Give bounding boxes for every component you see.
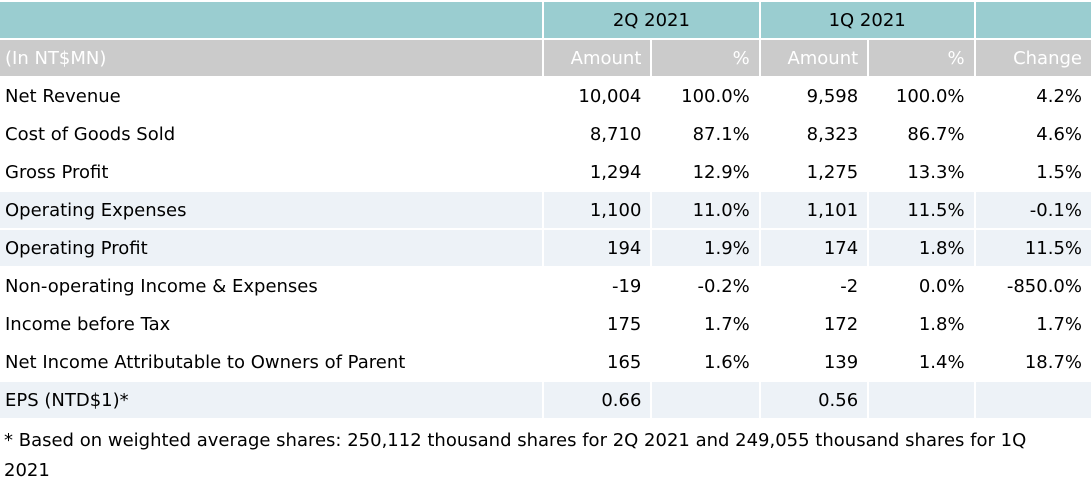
value-cell bbox=[869, 382, 974, 418]
value-cell: 1.4% bbox=[869, 344, 974, 380]
value-cell: 175 bbox=[544, 306, 651, 342]
table-row-gross-profit: Gross Profit 1,294 12.9% 1,275 13.3% 1.5… bbox=[0, 154, 1091, 190]
unit-label: (In NT$MN) bbox=[0, 40, 542, 76]
value-cell: 1.6% bbox=[652, 344, 759, 380]
row-label: Gross Profit bbox=[0, 154, 542, 190]
row-label: Income before Tax bbox=[0, 306, 542, 342]
value-cell: 1.7% bbox=[975, 306, 1091, 342]
value-cell: 11.5% bbox=[869, 192, 974, 228]
value-cell: 1.9% bbox=[652, 230, 759, 266]
weighted-average-shares-footnote: * Based on weighted average shares: 250,… bbox=[4, 430, 1027, 481]
value-cell: 8,710 bbox=[544, 116, 651, 152]
value-cell: 0.0% bbox=[869, 268, 974, 304]
value-cell: 1,101 bbox=[760, 192, 868, 228]
value-cell: 13.3% bbox=[869, 154, 974, 190]
header-spacer-right bbox=[975, 2, 1091, 38]
header-1q-amount: Amount bbox=[760, 40, 868, 76]
table-row-operating-expenses: Operating Expenses 1,100 11.0% 1,101 11.… bbox=[0, 192, 1091, 228]
value-cell: 1.7% bbox=[652, 306, 759, 342]
value-cell: 8,323 bbox=[760, 116, 868, 152]
column-group-1q-2021: 1Q 2021 bbox=[760, 2, 974, 38]
value-cell: 86.7% bbox=[869, 116, 974, 152]
value-cell: 4.6% bbox=[975, 116, 1091, 152]
header-1q-percent: % bbox=[869, 40, 974, 76]
value-cell: -2 bbox=[760, 268, 868, 304]
period-header-row: 2Q 2021 1Q 2021 bbox=[0, 2, 1091, 38]
quarterly-financial-results-table: 2Q 2021 1Q 2021 (In NT$MN) Amount % Amou… bbox=[0, 2, 1091, 418]
value-cell: 1.8% bbox=[869, 306, 974, 342]
table-row-non-operating-income-expenses: Non-operating Income & Expenses -19 -0.2… bbox=[0, 268, 1091, 304]
value-cell bbox=[975, 382, 1091, 418]
value-cell: -0.1% bbox=[975, 192, 1091, 228]
value-cell bbox=[652, 382, 759, 418]
value-cell: 0.66 bbox=[544, 382, 651, 418]
table-row-operating-profit: Operating Profit 194 1.9% 174 1.8% 11.5% bbox=[0, 230, 1091, 266]
value-cell: 194 bbox=[544, 230, 651, 266]
value-cell: -0.2% bbox=[652, 268, 759, 304]
value-cell: 165 bbox=[544, 344, 651, 380]
value-cell: 100.0% bbox=[869, 78, 974, 114]
sub-header-row: (In NT$MN) Amount % Amount % Change bbox=[0, 40, 1091, 76]
table-row-cost-of-goods-sold: Cost of Goods Sold 8,710 87.1% 8,323 86.… bbox=[0, 116, 1091, 152]
value-cell: 11.5% bbox=[975, 230, 1091, 266]
table-row-income-before-tax: Income before Tax 175 1.7% 172 1.8% 1.7% bbox=[0, 306, 1091, 342]
value-cell: 1,294 bbox=[544, 154, 651, 190]
value-cell: 1,100 bbox=[544, 192, 651, 228]
value-cell: 1,275 bbox=[760, 154, 868, 190]
column-group-2q-2021: 2Q 2021 bbox=[544, 2, 759, 38]
value-cell: 100.0% bbox=[652, 78, 759, 114]
row-label: Net Revenue bbox=[0, 78, 542, 114]
header-2q-amount: Amount bbox=[544, 40, 651, 76]
value-cell: 172 bbox=[760, 306, 868, 342]
value-cell: 18.7% bbox=[975, 344, 1091, 380]
table-row-eps: EPS (NTD$1)* 0.66 0.56 bbox=[0, 382, 1091, 418]
value-cell: 4.2% bbox=[975, 78, 1091, 114]
value-cell: 139 bbox=[760, 344, 868, 380]
row-label: Operating Expenses bbox=[0, 192, 542, 228]
table-row-net-revenue: Net Revenue 10,004 100.0% 9,598 100.0% 4… bbox=[0, 78, 1091, 114]
row-label: Operating Profit bbox=[0, 230, 542, 266]
value-cell: 0.56 bbox=[760, 382, 868, 418]
value-cell: 11.0% bbox=[652, 192, 759, 228]
row-label: EPS (NTD$1)* bbox=[0, 382, 542, 418]
table-row-net-income-owners-of-parent: Net Income Attributable to Owners of Par… bbox=[0, 344, 1091, 380]
row-label: Net Income Attributable to Owners of Par… bbox=[0, 344, 542, 380]
value-cell: 10,004 bbox=[544, 78, 651, 114]
value-cell: 174 bbox=[760, 230, 868, 266]
value-cell: 1.8% bbox=[869, 230, 974, 266]
header-change: Change bbox=[975, 40, 1091, 76]
value-cell: 12.9% bbox=[652, 154, 759, 190]
header-2q-percent: % bbox=[652, 40, 759, 76]
value-cell: 9,598 bbox=[760, 78, 868, 114]
row-label: Cost of Goods Sold bbox=[0, 116, 542, 152]
value-cell: -19 bbox=[544, 268, 651, 304]
value-cell: -850.0% bbox=[975, 268, 1091, 304]
header-spacer-left bbox=[0, 2, 542, 38]
value-cell: 1.5% bbox=[975, 154, 1091, 190]
value-cell: 87.1% bbox=[652, 116, 759, 152]
row-label: Non-operating Income & Expenses bbox=[0, 268, 542, 304]
